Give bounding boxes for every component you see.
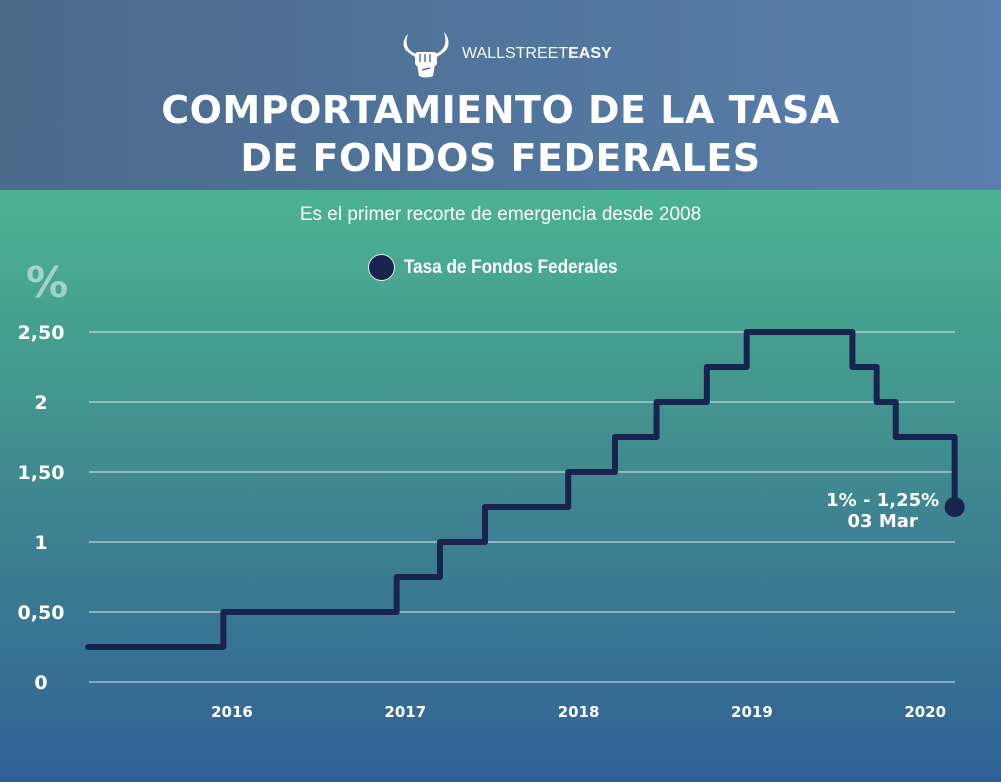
legend-marker-icon (368, 254, 395, 281)
brand-logo: WALLSTREETEASY (398, 30, 612, 78)
x-tick-label: 2016 (211, 703, 253, 721)
y-tick-label: 2,50 (18, 322, 65, 344)
annotation-date: 03 Mar (848, 511, 918, 532)
y-axis-unit-label: % (26, 258, 68, 307)
x-tick-label: 2019 (731, 703, 773, 721)
y-tick-label: 0,50 (18, 602, 65, 624)
bull-fist-logo-icon (403, 32, 449, 78)
series-layer (85, 329, 965, 650)
header-banner: WALLSTREETEASY COMPORTAMIENTO DE LA TASA… (0, 0, 1001, 190)
title-line-2: DE FONDOS FEDERALES (240, 136, 761, 180)
x-axis-ticks: 2016 2017 2018 2019 2020 (211, 703, 946, 721)
chart-subtitle: Es el primer recorte de emergencia desde… (299, 204, 702, 225)
title-line-1: COMPORTAMIENTO DE LA TASA (161, 88, 840, 132)
y-tick-label: 1 (34, 532, 47, 554)
legend-label: Tasa de Fondos Federales (404, 256, 618, 278)
annotation-rate: 1% - 1,25% (826, 490, 939, 511)
chart-panel (0, 190, 1001, 782)
brand-name: WALLSTREETEASY (462, 45, 612, 63)
x-tick-label: 2018 (558, 703, 600, 721)
x-tick-label: 2020 (904, 703, 946, 721)
brand-name-bold: EASY (568, 45, 612, 62)
page-title: COMPORTAMIENTO DE LA TASA DE FONDOS FEDE… (0, 86, 1001, 182)
series-line (85, 329, 958, 650)
x-tick-label: 2017 (384, 703, 426, 721)
y-tick-label: 1,50 (18, 462, 65, 484)
annotations: 1% - 1,25%03 Mar (826, 490, 939, 532)
series-end-point (944, 497, 965, 517)
y-tick-label: 2 (34, 392, 47, 414)
y-axis-ticks: 0 0,50 1 1,50 2 2,50 (18, 322, 65, 694)
y-tick-label: 0 (34, 672, 47, 694)
brand-name-light: WALLSTREET (462, 45, 569, 62)
chart-legend: Tasa de Fondos Federales (368, 254, 641, 281)
